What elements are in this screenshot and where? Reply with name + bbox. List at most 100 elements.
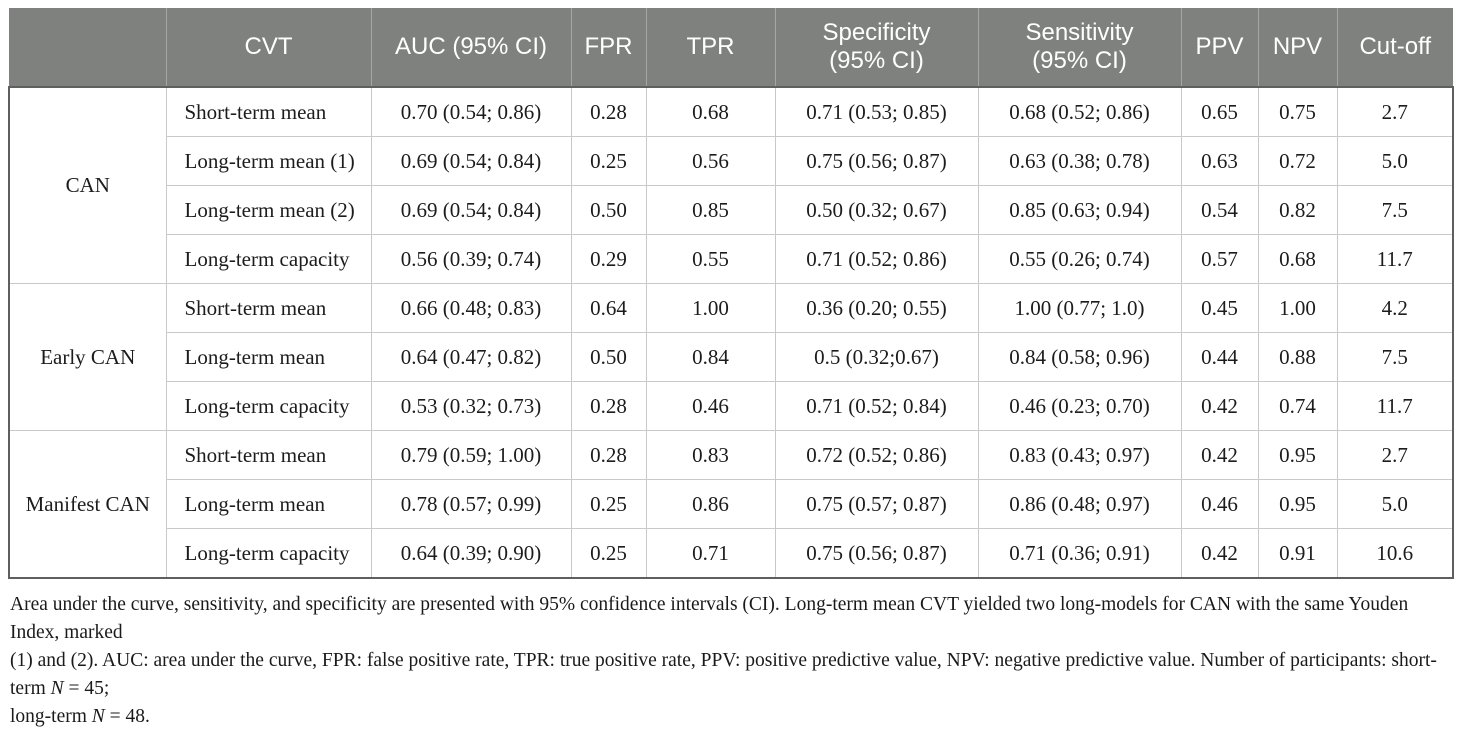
cell-npv: 0.88: [1257, 332, 1338, 382]
column-header-group: [9, 8, 167, 87]
cell-auc: 0.64 (0.47; 0.82): [370, 332, 572, 382]
cell-sensitivity: 0.86 (0.48; 0.97): [977, 479, 1182, 529]
cell-specificity: 0.75 (0.56; 0.87): [774, 528, 979, 579]
cell-tpr: 0.55: [645, 234, 776, 284]
cell-cutoff: 4.2: [1336, 283, 1454, 333]
table-row: Long-term capacity 0.64 (0.39; 0.90) 0.25 0…: [9, 528, 1454, 579]
cell-specificity: 0.50 (0.32; 0.67): [774, 185, 979, 235]
cell-specificity: 0.72 (0.52; 0.86): [774, 430, 979, 480]
cell-ppv: 0.57: [1180, 234, 1259, 284]
cell-tpr: 0.71: [645, 528, 776, 579]
table-row: Long-term mean (2) 0.69 (0.54; 0.84) 0.50 0…: [9, 185, 1454, 235]
cell-ppv: 0.65: [1180, 86, 1259, 137]
paper-table-figure: CVT AUC (95% CI) FPR TPR Specificity (95% CI)…: [8, 8, 1454, 728]
cell-fpr: 0.28: [570, 430, 647, 480]
cell-ppv: 0.42: [1180, 381, 1259, 431]
cell-npv: 0.75: [1257, 86, 1338, 137]
cell-auc: 0.69 (0.54; 0.84): [370, 136, 572, 186]
column-header-cvt: CVT: [166, 8, 372, 87]
cell-cvt: Short-term mean: [165, 430, 372, 480]
cell-sensitivity: 0.85 (0.63; 0.94): [977, 185, 1182, 235]
cell-npv: 1.00: [1257, 283, 1338, 333]
group-label-can: CAN: [8, 86, 167, 284]
cell-tpr: 0.85: [645, 185, 776, 235]
cell-cutoff: 2.7: [1336, 430, 1454, 480]
footnote-text: = 48.: [104, 706, 150, 728]
cell-sensitivity: 0.83 (0.43; 0.97): [977, 430, 1182, 480]
cell-sensitivity: 0.55 (0.26; 0.74): [977, 234, 1182, 284]
cell-auc: 0.78 (0.57; 0.99): [370, 479, 572, 529]
cell-ppv: 0.44: [1180, 332, 1259, 382]
cell-specificity: 0.71 (0.52; 0.84): [774, 381, 979, 431]
cell-tpr: 0.83: [645, 430, 776, 480]
table-row: Long-term capacity 0.56 (0.39; 0.74) 0.29 0…: [9, 234, 1454, 284]
column-header-ppv: PPV: [1181, 8, 1259, 87]
cell-cutoff: 5.0: [1336, 479, 1454, 529]
cell-cvt: Long-term capacity: [165, 528, 372, 579]
column-header-fpr: FPR: [571, 8, 647, 87]
cell-fpr: 0.50: [570, 185, 647, 235]
column-header-sensitivity: Sensitivity (95% CI): [978, 8, 1182, 87]
cell-auc: 0.70 (0.54; 0.86): [370, 86, 572, 137]
cell-tpr: 1.00: [645, 283, 776, 333]
cell-cutoff: 11.7: [1336, 234, 1454, 284]
cell-cvt: Short-term mean: [165, 86, 372, 137]
cell-specificity: 0.75 (0.56; 0.87): [774, 136, 979, 186]
footnote-text: = 45;: [63, 678, 110, 700]
cell-ppv: 0.45: [1180, 283, 1259, 333]
cell-fpr: 0.64: [570, 283, 647, 333]
table-footnote: Area under the curve, sensitivity, and s…: [10, 591, 1460, 731]
cell-auc: 0.66 (0.48; 0.83): [370, 283, 572, 333]
cell-npv: 0.74: [1257, 381, 1338, 431]
table-header: CVT AUC (95% CI) FPR TPR Specificity (95% CI)…: [9, 8, 1453, 87]
cell-ppv: 0.46: [1180, 479, 1259, 529]
results-table: CVT AUC (95% CI) FPR TPR Specificity (95% CI)…: [8, 8, 1454, 579]
cell-ppv: 0.42: [1180, 528, 1259, 579]
cell-specificity: 0.75 (0.57; 0.87): [774, 479, 979, 529]
cell-fpr: 0.29: [570, 234, 647, 284]
column-header-npv: NPV: [1258, 8, 1338, 87]
footnote-text: long-term: [10, 706, 92, 728]
cell-cvt: Long-term capacity: [165, 234, 372, 284]
cell-sensitivity: 1.00 (0.77; 1.0): [977, 283, 1182, 333]
column-header-auc: AUC (95% CI): [371, 8, 572, 87]
cell-specificity: 0.71 (0.52; 0.86): [774, 234, 979, 284]
cell-cvt: Short-term mean: [165, 283, 372, 333]
cell-cvt: Long-term mean: [165, 332, 372, 382]
footnote-italic-n: N: [50, 678, 64, 700]
cell-npv: 0.91: [1257, 528, 1338, 579]
cell-ppv: 0.63: [1180, 136, 1259, 186]
group-label-manifest-can: Manifest CAN: [8, 430, 167, 579]
cell-auc: 0.79 (0.59; 1.00): [370, 430, 572, 480]
cell-auc: 0.64 (0.39; 0.90): [370, 528, 572, 579]
cell-auc: 0.69 (0.54; 0.84): [370, 185, 572, 235]
cell-fpr: 0.28: [570, 86, 647, 137]
column-header-cutoff: Cut-off: [1337, 8, 1453, 87]
cell-sensitivity: 0.68 (0.52; 0.86): [977, 86, 1182, 137]
table-body: CAN Short-term mean 0.70 (0.54; 0.86) 0.28 0…: [8, 86, 1454, 579]
cell-cvt: Long-term mean: [165, 479, 372, 529]
cell-fpr: 0.25: [570, 479, 647, 529]
cell-cvt: Long-term capacity: [165, 381, 372, 431]
cell-fpr: 0.25: [570, 528, 647, 579]
table-row: Long-term capacity 0.53 (0.32; 0.73) 0.28 0…: [9, 381, 1454, 431]
cell-npv: 0.95: [1257, 479, 1338, 529]
table-row: Long-term mean 0.78 (0.57; 0.99) 0.25 0.86 0…: [9, 479, 1454, 529]
cell-tpr: 0.86: [645, 479, 776, 529]
cell-sensitivity: 0.63 (0.38; 0.78): [977, 136, 1182, 186]
table-row: Long-term mean 0.64 (0.47; 0.82) 0.50 0.84 0…: [9, 332, 1454, 382]
header-row: CVT AUC (95% CI) FPR TPR Specificity (95% CI)…: [9, 8, 1453, 87]
cell-fpr: 0.50: [570, 332, 647, 382]
footnote-italic-n: N: [91, 706, 105, 728]
footnote-text: Area under the curve, sensitivity, and s…: [10, 594, 1409, 644]
cell-cutoff: 5.0: [1336, 136, 1454, 186]
cell-npv: 0.68: [1257, 234, 1338, 284]
table-row: Manifest CAN Short-term mean 0.79 (0.59; 1…: [8, 430, 1454, 579]
table-row: Early CAN Short-term mean 0.66 (0.48; 0.83…: [8, 283, 1454, 431]
cell-auc: 0.53 (0.32; 0.73): [370, 381, 572, 431]
cell-cvt: Long-term mean (1): [165, 136, 372, 186]
cell-auc: 0.56 (0.39; 0.74): [370, 234, 572, 284]
cell-sensitivity: 0.46 (0.23; 0.70): [977, 381, 1182, 431]
cell-cutoff: 7.5: [1336, 185, 1454, 235]
cell-npv: 0.95: [1257, 430, 1338, 480]
